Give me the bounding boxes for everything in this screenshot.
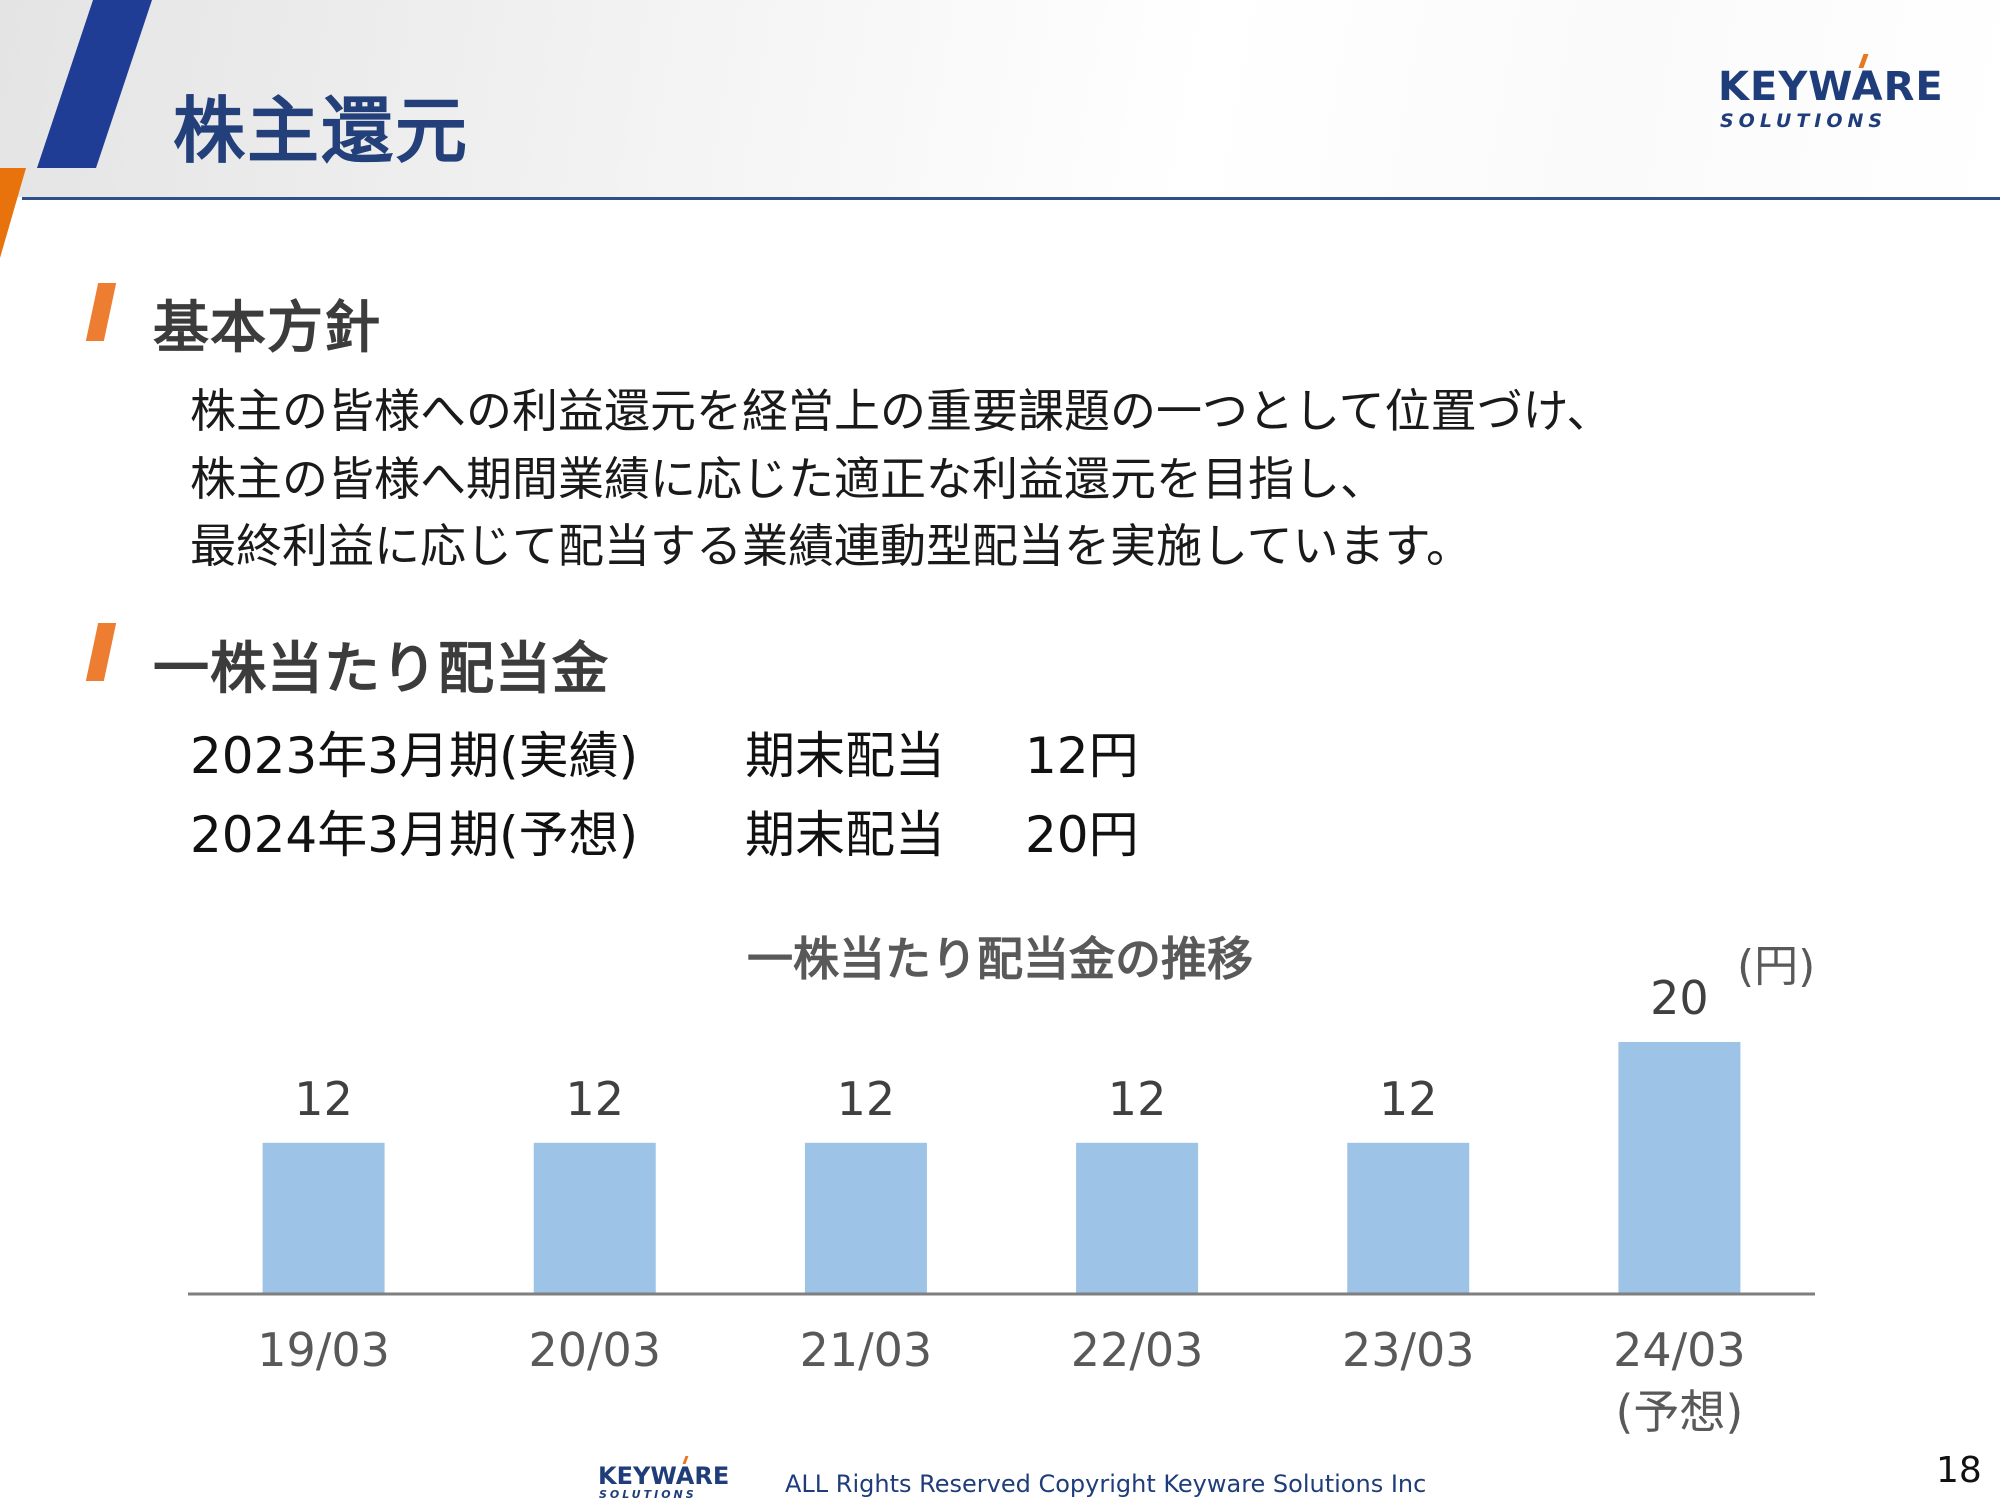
- chart-x-tick-label: 20/03: [528, 1323, 661, 1377]
- section-marker-policy: [85, 283, 117, 341]
- dividend-period: 2023年3月期(実績): [190, 727, 639, 785]
- footer-logo: KEYWARE SOLUTIONS: [598, 1456, 738, 1501]
- chart-unit: (円): [1737, 941, 1816, 992]
- policy-heading: 基本方針: [153, 296, 381, 361]
- footer-logo-subtitle: SOLUTIONS: [599, 1488, 697, 1501]
- chart-bar: [533, 1142, 656, 1294]
- page-title: 株主還元: [173, 89, 470, 173]
- keyware-logo: KEYWARE SOLUTIONS: [1718, 54, 1953, 134]
- policy-line-3: 最終利益に応じて配当する業績連動型配当を実施しています。: [190, 519, 1473, 573]
- logo-subtitle: SOLUTIONS: [1720, 110, 1888, 132]
- chart-x-tick-label: 22/03: [1071, 1323, 1204, 1377]
- chart-x-tick-label: 23/03: [1342, 1323, 1475, 1377]
- chart-bar: [804, 1142, 927, 1294]
- chart-data-label: 12: [1379, 1072, 1438, 1126]
- dividend-type: 期末配当: [745, 806, 945, 864]
- header-background: [0, 0, 2000, 197]
- chart-data-label: 12: [294, 1072, 353, 1126]
- chart-bar: [262, 1142, 385, 1294]
- page-number: 18: [1936, 1450, 1982, 1491]
- chart-bar: [1076, 1142, 1199, 1294]
- orange-stripe: [0, 168, 26, 258]
- logo-wordmark: KEYWARE: [1718, 64, 1944, 110]
- chart-x-tick-note: (予想): [1615, 1385, 1743, 1439]
- chart-x-tick-label: 19/03: [257, 1323, 390, 1377]
- blue-stripe: [37, 0, 152, 168]
- header-stripes: [0, 0, 152, 258]
- dividend-amount: 20円: [1025, 806, 1139, 864]
- chart-data-label: 12: [1108, 1072, 1167, 1126]
- dividend-period: 2024年3月期(予想): [190, 806, 639, 864]
- dividend-type: 期末配当: [745, 727, 945, 785]
- chart-bar: [1347, 1142, 1470, 1294]
- chart-data-label: 12: [837, 1072, 896, 1126]
- chart-x-tick-label: 21/03: [800, 1323, 933, 1377]
- chart-bar: [1618, 1042, 1741, 1294]
- dividend-heading: 一株当たり配当金: [153, 637, 609, 702]
- chart-x-tick-label: 24/03: [1613, 1323, 1746, 1377]
- header-divider: [22, 197, 2000, 200]
- chart-data-label: 12: [565, 1072, 624, 1126]
- footer-logo-wordmark: KEYWARE: [598, 1462, 730, 1490]
- chart-title: 一株当たり配当金の推移: [747, 932, 1253, 986]
- policy-line-2: 株主の皆様へ期間業績に応じた適正な利益還元を目指し、: [190, 452, 1386, 506]
- policy-line-1: 株主の皆様への利益還元を経営上の重要課題の一つとして位置づけ、: [190, 384, 1613, 438]
- dividend-amount: 12円: [1025, 727, 1139, 785]
- copyright-text: ALL Rights Reserved Copyright Keyware So…: [785, 1470, 1427, 1498]
- section-marker-dividend: [85, 623, 117, 681]
